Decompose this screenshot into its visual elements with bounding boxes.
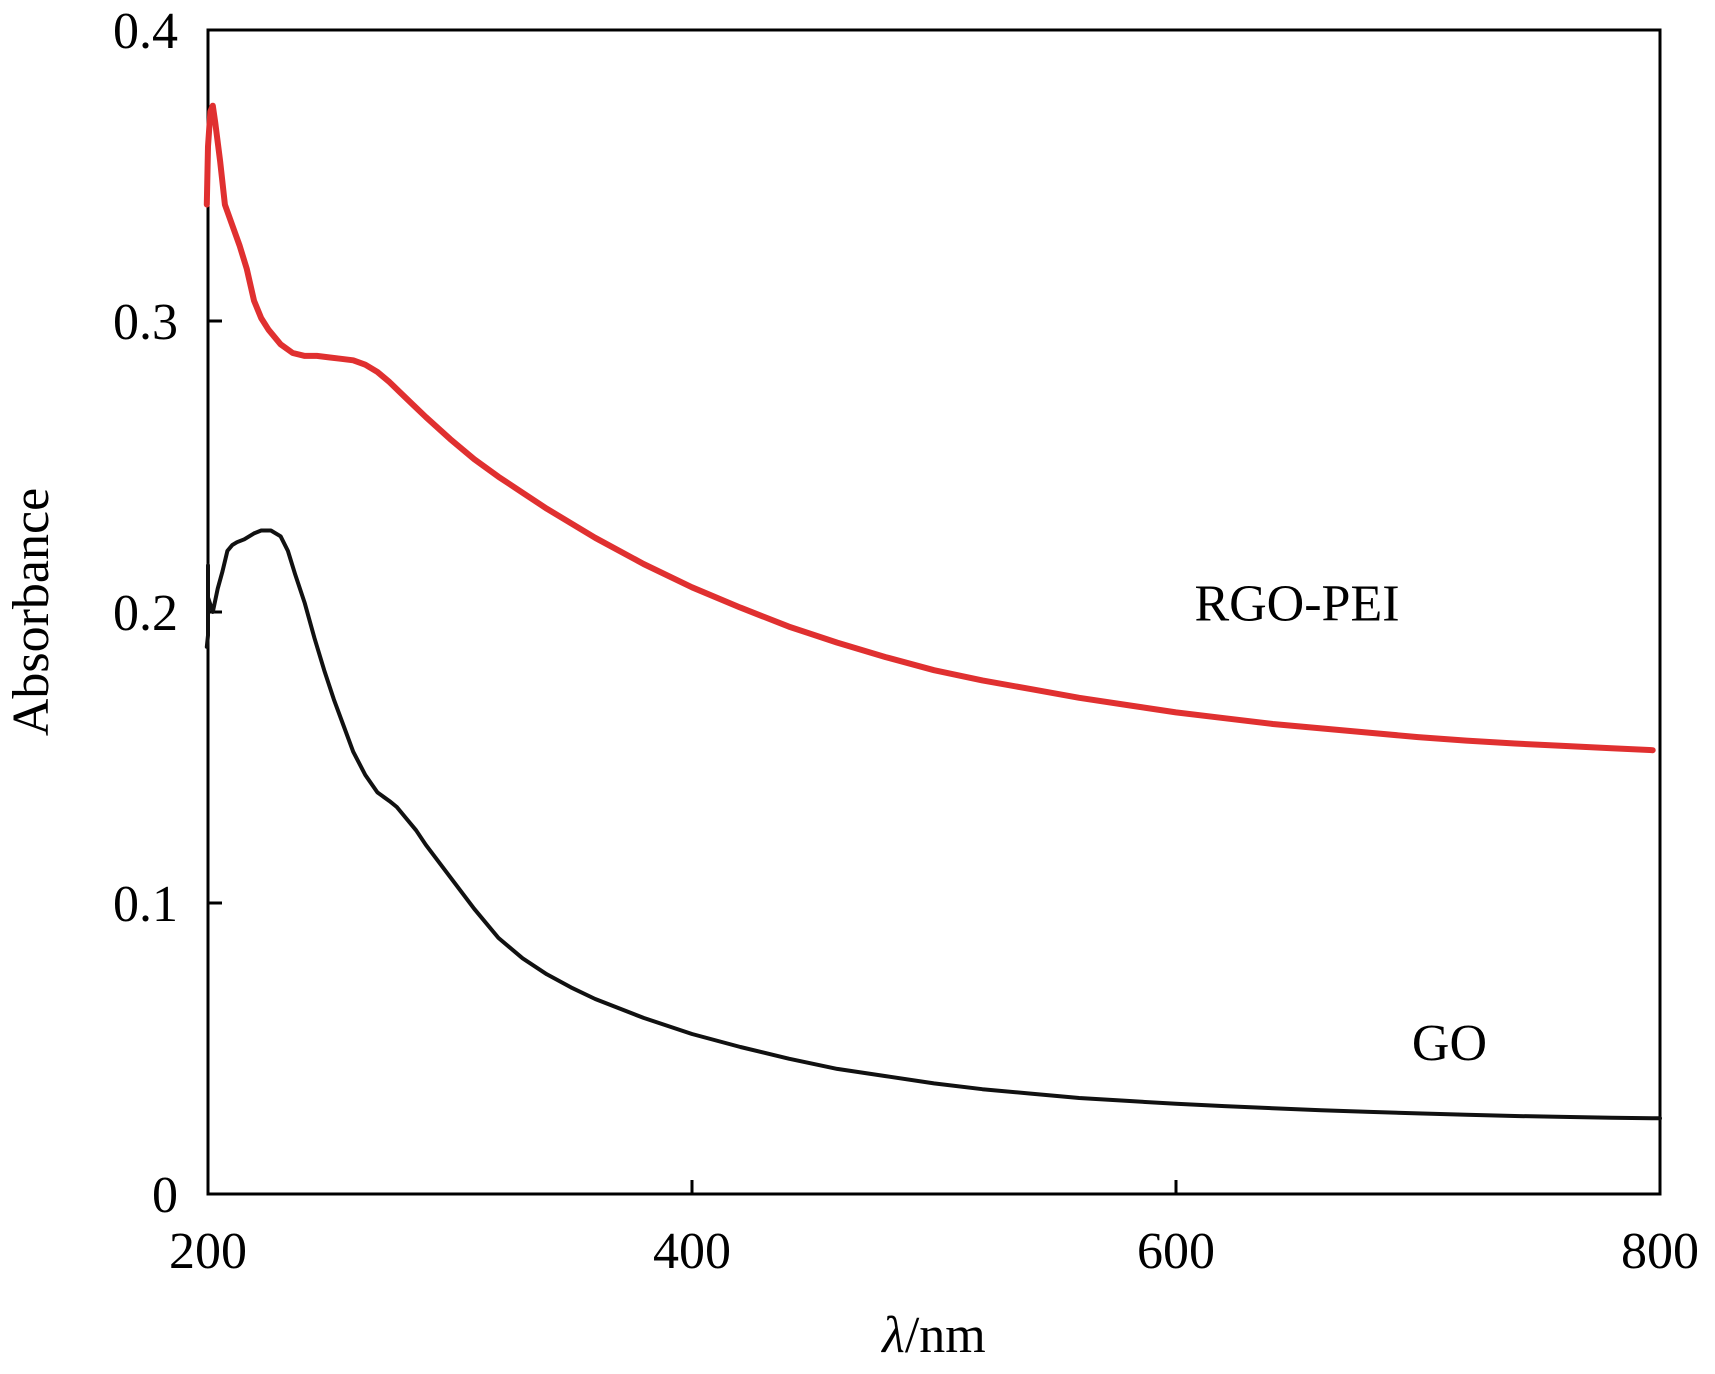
series-line-go: [204, 528, 1662, 1121]
y-tick-label: 0.4: [113, 3, 178, 60]
y-axis-title: Absorbance: [3, 488, 60, 736]
y-tick-label: 0.3: [113, 294, 178, 351]
x-axis-unit: /nm: [905, 1307, 986, 1364]
x-axis-title: λ/nm: [880, 1307, 985, 1364]
x-tick-label: 200: [169, 1223, 247, 1280]
x-tick-label: 400: [653, 1223, 731, 1280]
x-axis-symbol: λ: [880, 1307, 905, 1364]
y-tick-label: 0.2: [113, 585, 178, 642]
y-tick-label: 0.1: [113, 876, 178, 933]
series-group: [203, 102, 1662, 1121]
y-tick-label: 0: [152, 1167, 178, 1224]
series-line-rgo-pei: [203, 102, 1656, 754]
y-axis: 0 0.1 0.2 0.3 0.4: [113, 3, 222, 1224]
series-labels: RGO-PEI GO: [1194, 576, 1487, 1072]
series-label-rgo-pei: RGO-PEI: [1194, 576, 1399, 633]
x-tick-label: 800: [1621, 1223, 1699, 1280]
x-tick-label: 600: [1137, 1223, 1215, 1280]
x-axis: 200 400 600 800: [169, 1180, 1699, 1280]
series-label-go: GO: [1412, 1015, 1487, 1072]
